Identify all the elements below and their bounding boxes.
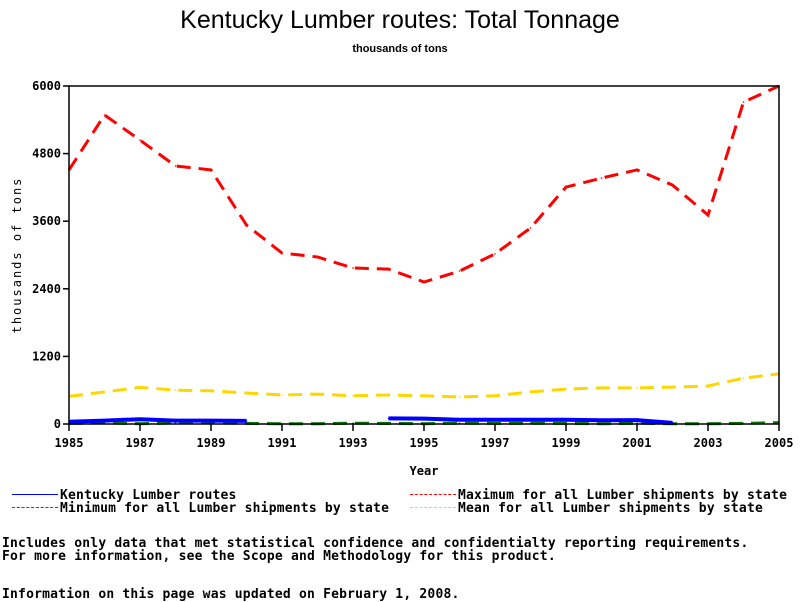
legend-swatch-minimum [12, 507, 58, 508]
x-tick-label: 2005 [765, 436, 794, 450]
x-tick-label: 1991 [268, 436, 297, 450]
y-axis: 0 1200 2400 3600 4800 6000 [32, 79, 69, 431]
series-layer [67, 84, 780, 426]
data-point-kentucky [458, 418, 461, 421]
data-point-mean [423, 395, 425, 397]
data-point-kentucky [210, 419, 212, 422]
chart-title: Kentucky Lumber routes: Total Tonnage [180, 6, 620, 34]
x-tick-label: 1995 [410, 436, 439, 450]
data-point-maximum [636, 169, 638, 171]
data-point-mean [636, 387, 638, 389]
data-point-mean [352, 395, 354, 397]
legend-swatch-mean [410, 507, 456, 508]
data-point-mean [707, 385, 709, 387]
series-line-mean [68, 372, 780, 399]
y-tick-label: 3600 [32, 214, 61, 228]
data-point-mean [281, 394, 283, 396]
x-tick-label: 1985 [55, 436, 84, 450]
x-tick-label: 1989 [197, 436, 226, 450]
data-point-kentucky [494, 418, 496, 421]
data-point-maximum [565, 186, 567, 188]
data-point-maximum [103, 114, 106, 116]
plot-frame [68, 85, 780, 425]
data-point-mean [103, 391, 106, 393]
data-point-mean [600, 387, 603, 389]
data-point-kentucky [174, 419, 177, 422]
data-point-mean [174, 389, 177, 392]
data-point-maximum [139, 139, 141, 141]
data-point-mean [139, 386, 141, 389]
data-point-kentucky [423, 417, 425, 420]
x-tick-label: 1997 [481, 436, 510, 450]
data-point-mean [458, 396, 461, 398]
x-tick-label: 2003 [694, 436, 723, 450]
data-point-maximum [281, 252, 283, 254]
y-tick-label: 1200 [32, 349, 61, 363]
data-point-maximum [174, 165, 177, 167]
y-tick-label: 4800 [32, 147, 61, 161]
x-tick-label: 2001 [623, 436, 652, 450]
data-point-maximum [210, 169, 212, 171]
legend-swatch-kentucky [12, 494, 58, 495]
data-point-maximum [352, 267, 354, 269]
y-axis-title: thousands of tons [10, 177, 24, 334]
x-tick-label: 1993 [339, 436, 368, 450]
x-tick-label: 1999 [552, 436, 581, 450]
data-point-maximum [245, 224, 248, 226]
data-point-kentucky [529, 418, 532, 421]
data-point-kentucky [139, 418, 141, 421]
chart-subtitle: thousands of tons [352, 43, 448, 55]
y-tick-label: 2400 [32, 282, 61, 296]
legend-label: Kentucky Lumber routes [60, 488, 237, 503]
data-point-mean [210, 389, 212, 392]
legend-swatch-maximum [410, 494, 456, 495]
data-point-maximum [671, 184, 674, 186]
data-point-mean [742, 377, 745, 379]
data-point-maximum [423, 281, 425, 283]
data-point-mean [529, 391, 532, 393]
data-point-maximum [707, 214, 709, 216]
data-point-mean [494, 395, 496, 397]
data-point-kentucky [600, 419, 603, 422]
series-line-maximum [67, 84, 780, 284]
data-point-maximum [458, 270, 461, 272]
data-point-maximum [387, 268, 390, 270]
data-point-mean [245, 392, 248, 394]
footnote-updated: Information on this page was updated on … [2, 587, 460, 602]
x-axis: 1985 1987 1989 1991 1993 1995 1997 1999 2001 2003… [55, 424, 794, 450]
data-point-kentucky [636, 419, 638, 421]
data-point-maximum [529, 227, 532, 229]
y-tick-label: 6000 [32, 79, 61, 93]
data-point-maximum [494, 253, 496, 255]
legend-label: Mean for all Lumber shipments by state [458, 501, 764, 516]
data-point-kentucky [245, 420, 248, 422]
x-axis-title: Year [410, 464, 439, 478]
series-line-kentucky [68, 417, 247, 424]
footnote-confidence: Includes only data that met statistical … [2, 536, 749, 551]
data-point-maximum [742, 101, 745, 103]
data-point-mean [387, 394, 390, 396]
axes-layer [68, 85, 780, 425]
legend-label: Minimum for all Lumber shipments by stat… [60, 501, 390, 516]
data-point-kentucky [103, 419, 106, 422]
data-point-mean [565, 388, 567, 390]
data-point-mean [316, 393, 319, 395]
data-point-kentucky [565, 418, 567, 421]
x-tick-label: 1987 [126, 436, 155, 450]
data-point-kentucky [387, 417, 390, 420]
data-point-mean [671, 386, 674, 388]
y-tick-label: 0 [54, 417, 61, 431]
legend-label: Maximum for all Lumber shipments by stat… [458, 488, 788, 503]
data-point-maximum [316, 256, 319, 258]
data-point-maximum [600, 177, 603, 179]
footnote-methodology: For more information, see the Scope and … [2, 549, 556, 564]
